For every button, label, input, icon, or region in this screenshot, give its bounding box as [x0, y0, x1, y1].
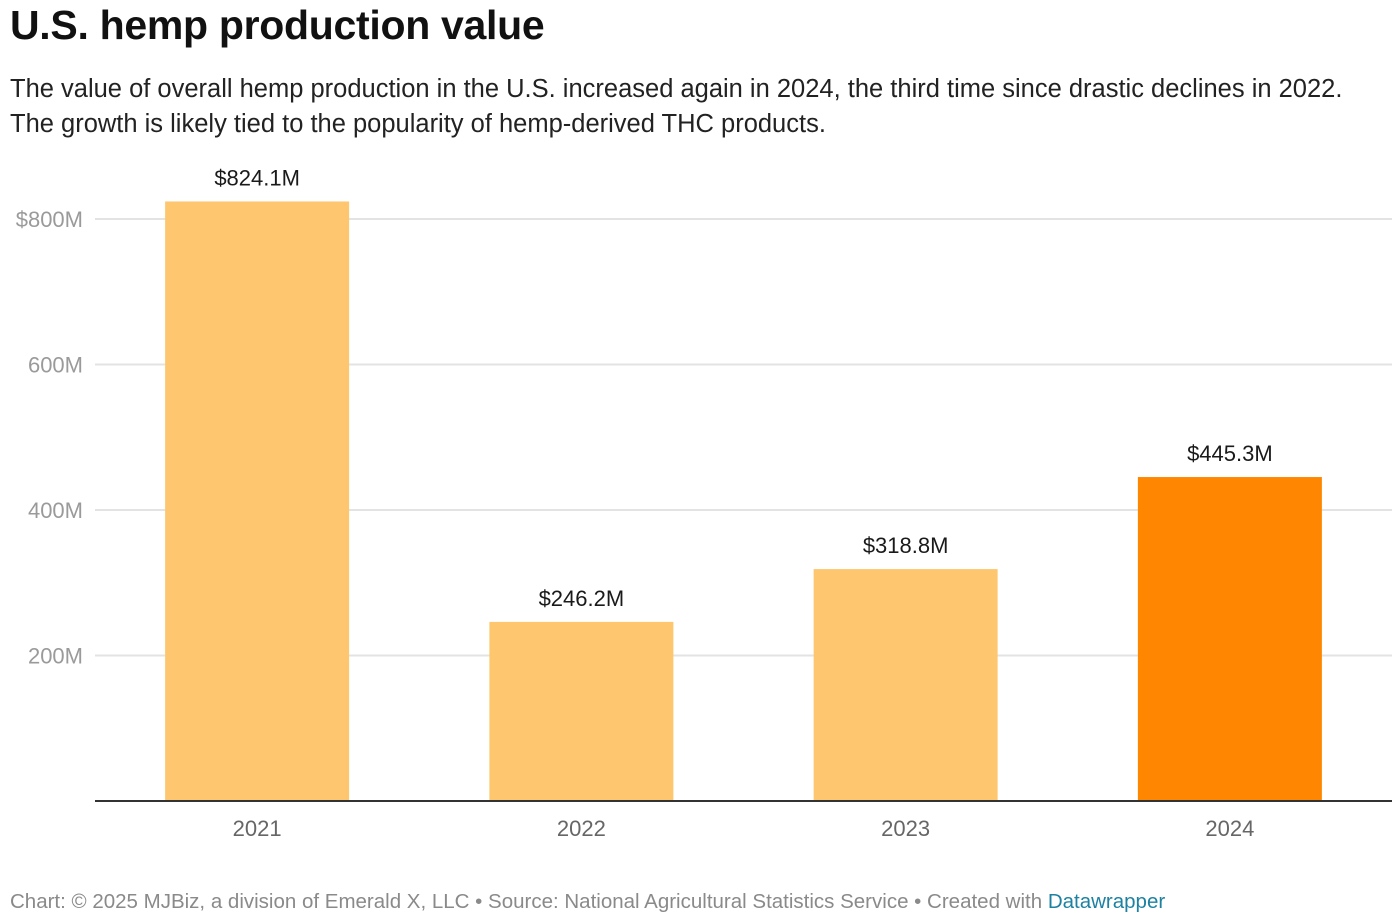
x-tick-label-2023: 2023 [881, 816, 930, 841]
data-label-2023: $318.8M [863, 533, 949, 558]
bar-2021[interactable] [165, 201, 350, 801]
bar-2022[interactable] [489, 621, 674, 801]
y-tick-label: $800M [16, 207, 83, 232]
bars [165, 201, 1322, 801]
y-tick-label: 600M [28, 353, 83, 378]
bar-2024[interactable] [1137, 477, 1322, 801]
x-tick-label-2021: 2021 [233, 816, 282, 841]
y-tick-label: 400M [28, 498, 83, 523]
data-label-2024: $445.3M [1187, 441, 1273, 466]
y-tick-label: 200M [28, 644, 83, 669]
x-tick-label-2024: 2024 [1205, 816, 1254, 841]
data-labels: $824.1M $246.2M $318.8M $445.3M [214, 165, 1272, 610]
bar-2023[interactable] [813, 569, 998, 801]
chart-subtitle: The value of overall hemp production in … [10, 75, 1343, 138]
datawrapper-link[interactable]: Datawrapper [1047, 890, 1166, 913]
y-axis-ticks: 200M 400M 600M $800M [16, 207, 83, 669]
data-label-2021: $824.1M [214, 165, 300, 190]
chart-title: U.S. hemp production value [10, 2, 545, 48]
footer-credits: Chart: © 2025 MJBiz, a division of Emera… [10, 890, 1165, 914]
footer-source: Chart: © 2025 MJBiz, a division of Emera… [10, 890, 1048, 913]
x-axis-labels: 2021 2022 2023 2024 [233, 816, 1255, 841]
data-label-2022: $246.2M [539, 586, 625, 611]
x-tick-label-2022: 2022 [557, 816, 606, 841]
